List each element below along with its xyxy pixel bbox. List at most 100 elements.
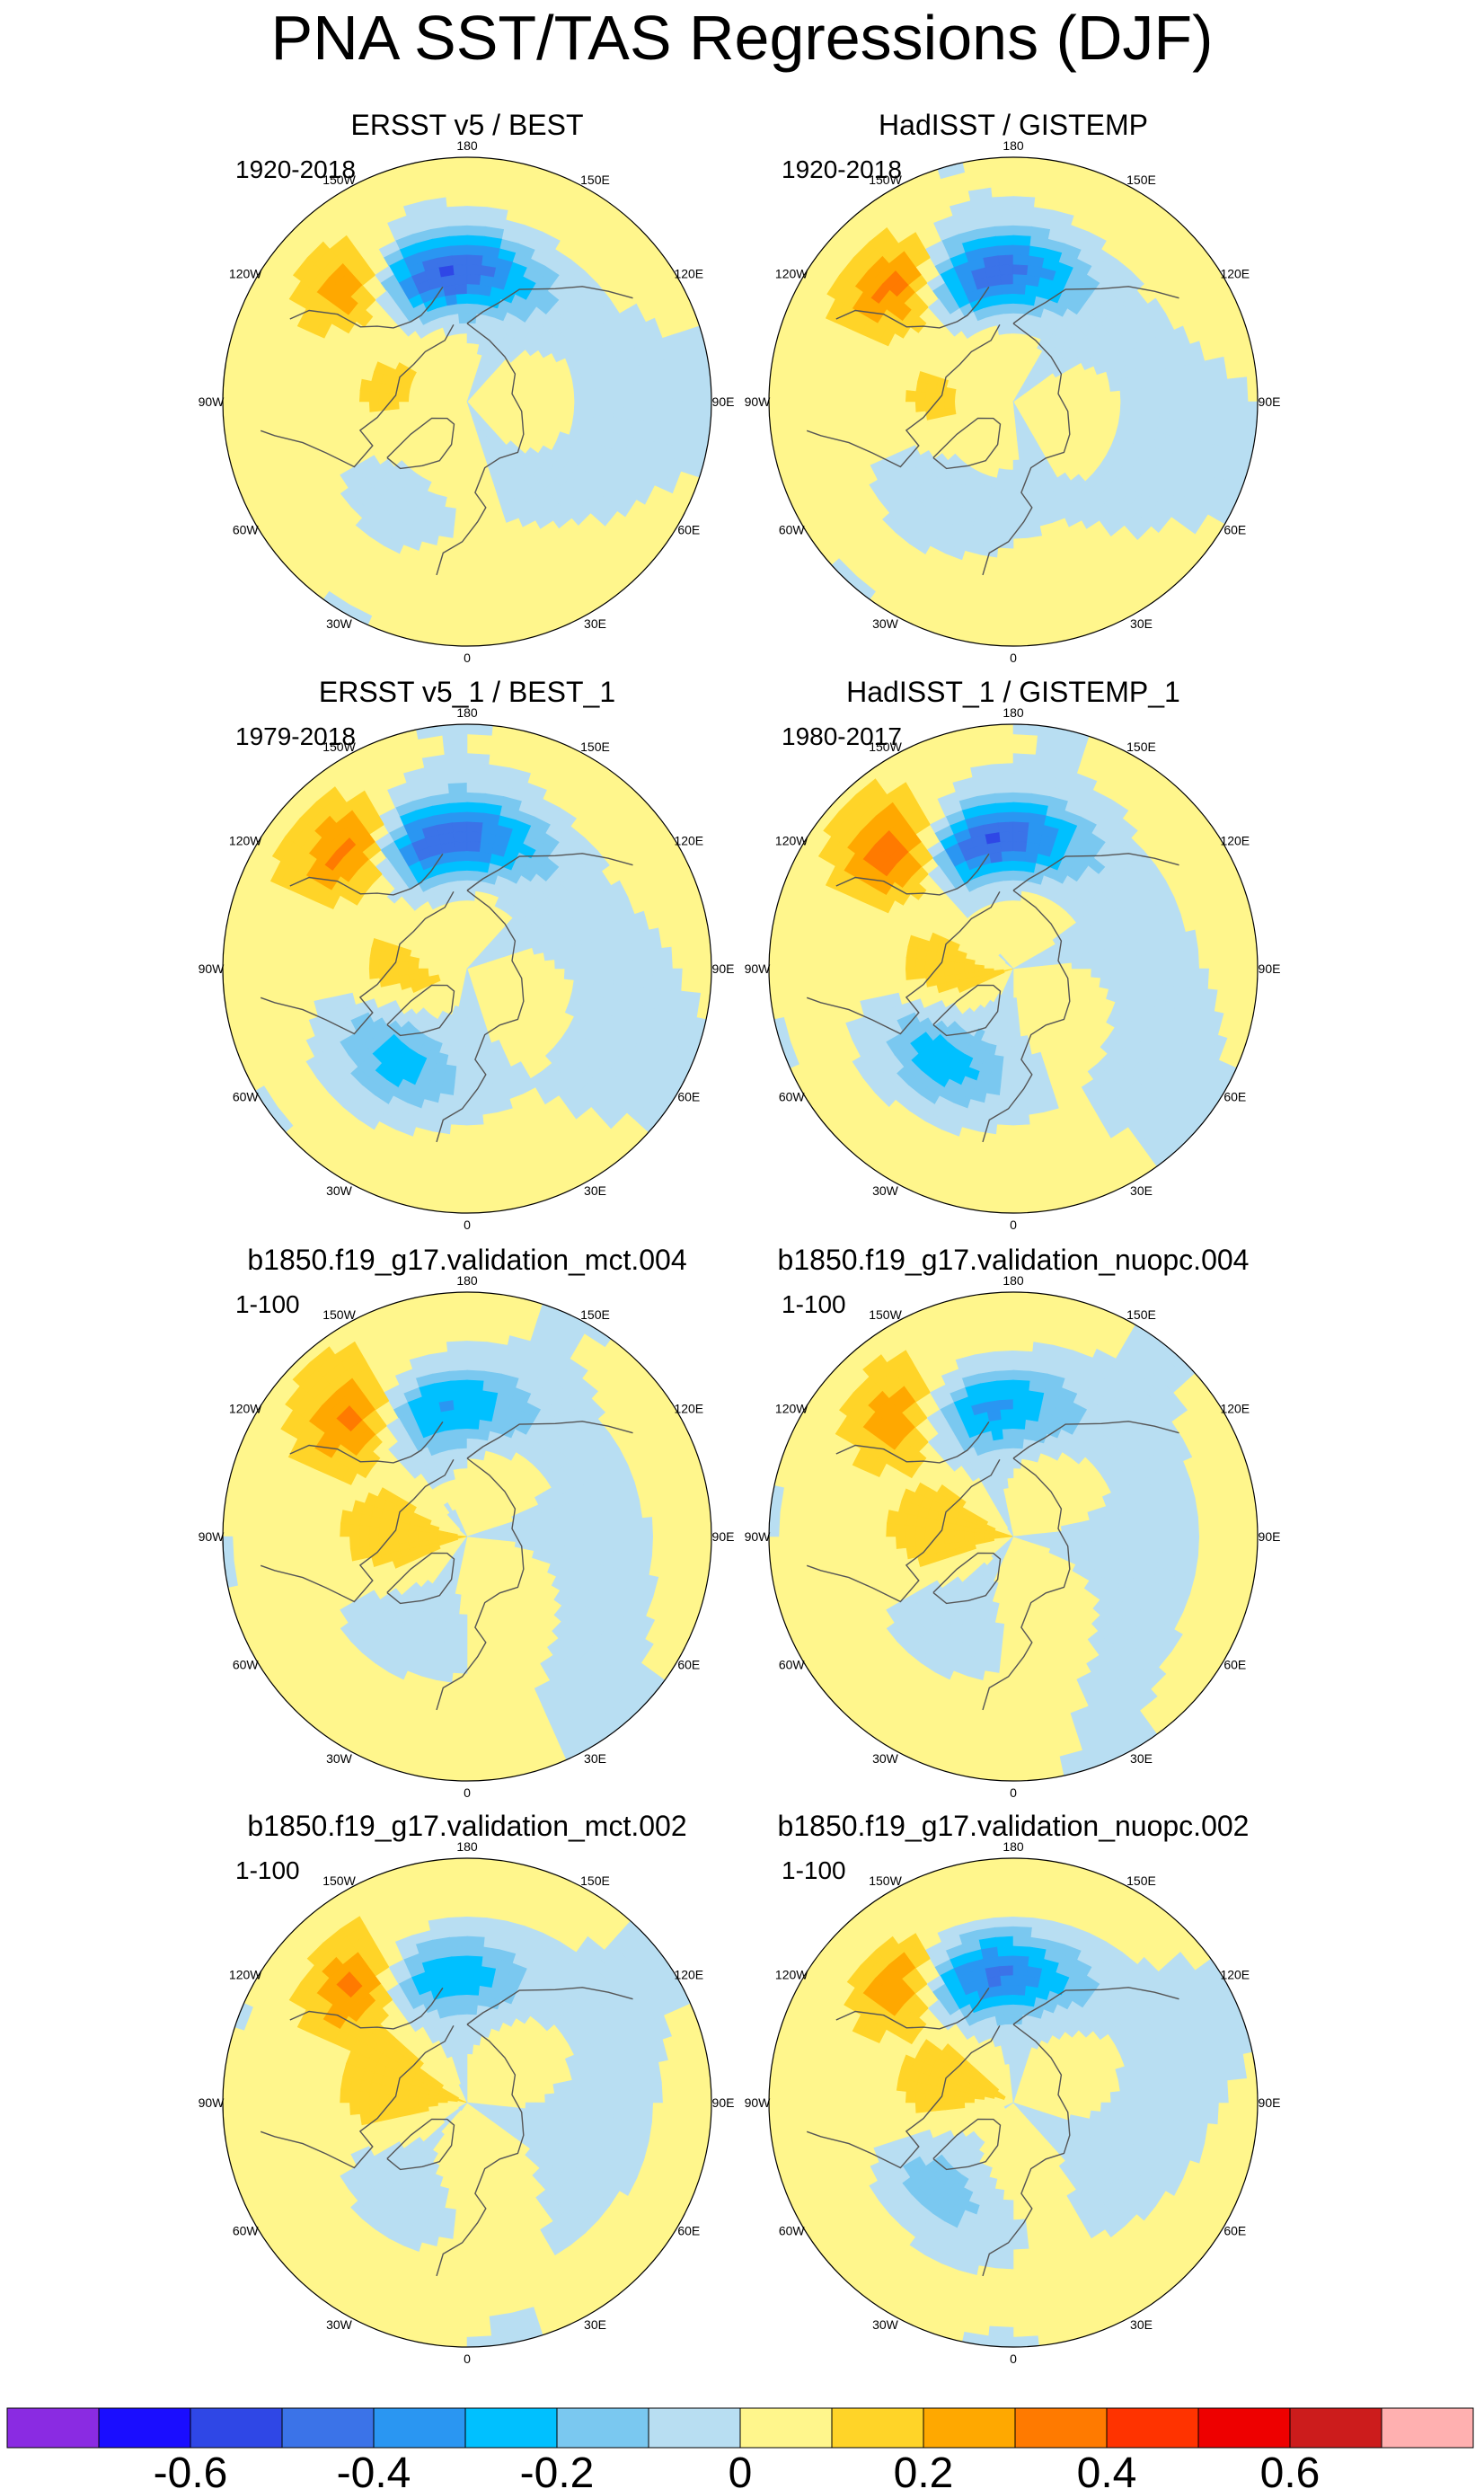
field-cell <box>554 1536 566 1547</box>
field-cell <box>466 841 481 853</box>
longitude-label: 0 <box>1010 1218 1017 1232</box>
field-cell <box>984 1537 995 1544</box>
field-cell <box>368 391 380 403</box>
field-cell <box>466 1955 483 1967</box>
field-cell <box>993 1622 1005 1634</box>
field-cell <box>349 2090 361 2104</box>
field-cell <box>478 284 492 297</box>
field-cell <box>552 2082 565 2095</box>
longitude-label: 90E <box>1259 394 1281 409</box>
field-cell <box>1139 401 1151 417</box>
field-cell <box>358 390 371 403</box>
field-cell <box>369 2111 382 2123</box>
field-cell <box>1012 782 1033 794</box>
field-cell <box>573 2090 585 2104</box>
field-cell <box>1012 811 1030 824</box>
longitude-label: 180 <box>1003 1273 1024 1288</box>
field-cell <box>1001 508 1014 519</box>
field-cell <box>466 1350 487 1362</box>
field-cell <box>1207 379 1219 403</box>
field-cell <box>1003 1056 1014 1067</box>
coastline <box>806 1458 1001 1603</box>
longitude-label: 60W <box>779 1090 806 1104</box>
field-cell <box>990 1632 1003 1644</box>
field-cell <box>457 1448 468 1459</box>
field-cell <box>466 392 472 403</box>
field-cell <box>914 1536 926 1547</box>
field-cell <box>511 2307 537 2324</box>
field-cell <box>987 2335 1014 2347</box>
field-cell <box>1100 1526 1112 1537</box>
field-cell <box>1139 953 1151 970</box>
field-cell <box>543 1544 555 1555</box>
coastline <box>386 2118 455 2171</box>
field-cell <box>690 376 702 403</box>
longitude-label: 180 <box>456 1273 478 1288</box>
field-cell <box>1109 1546 1121 1560</box>
longitude-label: 30W <box>872 1183 899 1198</box>
field-cell <box>996 1379 1014 1392</box>
field-cell <box>1012 235 1031 247</box>
field-cell <box>1139 1536 1151 1552</box>
field-cell <box>1100 968 1112 979</box>
field-cell <box>1012 1379 1030 1392</box>
field-cell <box>994 1044 1006 1057</box>
longitude-label: 60W <box>233 1658 260 1672</box>
field-cell <box>359 1546 372 1560</box>
field-cell <box>458 1036 468 1048</box>
field-cell <box>641 2102 654 2122</box>
field-cell <box>456 870 468 881</box>
field-cell <box>349 1547 363 1562</box>
field-cell <box>1011 968 1014 979</box>
field-cell <box>1051 1536 1063 1543</box>
field-cell <box>1139 386 1151 403</box>
field-cell <box>447 782 468 794</box>
field-cell <box>446 206 468 217</box>
longitude-label: 60W <box>779 523 806 537</box>
field-cell <box>466 860 479 872</box>
longitude-label: 120E <box>1220 834 1250 848</box>
field-cell <box>1081 960 1092 970</box>
field-cell <box>442 1073 456 1086</box>
field-cell <box>1091 1536 1102 1546</box>
field-cell <box>960 324 975 340</box>
field-cell <box>534 1536 546 1546</box>
field-cell <box>554 958 566 970</box>
field-cell <box>1149 2086 1161 2104</box>
field-cell <box>466 773 489 784</box>
field-cell <box>632 401 644 421</box>
longitude-label: 90W <box>745 961 772 976</box>
field-cell <box>988 1601 1000 1614</box>
field-cell <box>999 518 1014 529</box>
field-cell <box>476 343 486 356</box>
panel-title: ERSST v5_1 / BEST_1 <box>318 676 616 708</box>
coastline <box>289 1987 444 2030</box>
field-cell <box>418 477 432 492</box>
field-cell <box>1149 401 1161 418</box>
field-cell <box>359 378 372 392</box>
field-cell <box>571 979 585 994</box>
field-cell <box>1236 401 1249 427</box>
field-cell <box>1012 284 1026 296</box>
field-cell <box>223 1536 234 1563</box>
field-cell <box>466 1369 485 1382</box>
field-cell <box>573 389 585 403</box>
field-cell <box>398 394 410 403</box>
field-cell <box>1139 2102 1151 2118</box>
longitude-label: 120W <box>229 1968 262 1982</box>
field-cell <box>894 888 912 906</box>
panel-period: 1-100 <box>782 1290 846 1318</box>
field-cell <box>428 2031 440 2044</box>
field-cell <box>1012 1026 1021 1038</box>
field-cell <box>700 376 711 403</box>
field-cell <box>964 962 976 970</box>
field-cell <box>455 851 468 863</box>
field-cell <box>905 1513 918 1527</box>
field-cell <box>442 733 468 746</box>
field-cell <box>369 2082 382 2095</box>
longitude-label: 90E <box>1259 961 1281 976</box>
field-cell <box>1023 294 1037 306</box>
field-cell <box>1004 1457 1014 1469</box>
field-cell <box>452 264 468 276</box>
